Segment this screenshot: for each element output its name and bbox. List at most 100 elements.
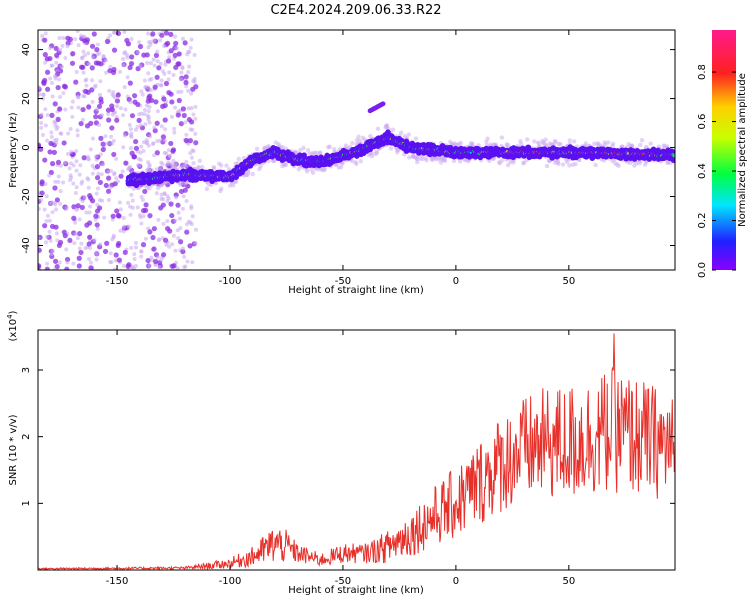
spectrogram-noise-point (128, 212, 133, 217)
colorbar-tick-label: 0.6 (697, 114, 708, 130)
spectrogram-noise-point (133, 263, 138, 268)
spectrogram-noise-point (49, 134, 54, 139)
spectrogram-noise-point (52, 119, 57, 124)
spectrogram-noise-point (145, 61, 150, 66)
spectrogram-y-tick-label: 0 (21, 144, 32, 150)
spectrogram-y-tick-label: -20 (21, 188, 32, 204)
spectrogram-noise-point (57, 260, 62, 265)
spectrogram-noise-point (188, 45, 193, 50)
spectrogram-noise-point (118, 106, 123, 111)
spectrogram-noise-point (87, 234, 93, 240)
spectrogram-noise-point (175, 266, 180, 270)
spectrogram-noise-point (173, 248, 178, 253)
spectrogram-noise-point (105, 188, 112, 194)
spectrogram-noise-point (183, 80, 189, 86)
spectrogram-halo-point (451, 158, 457, 164)
spectrogram-noise-point (186, 88, 191, 93)
spectrogram-noise-point (126, 200, 131, 205)
spectrogram-points (38, 30, 675, 270)
spectrogram-noise-point (172, 52, 178, 58)
colorbar-label: Normalized spectral amplitude (737, 73, 748, 227)
spectrogram-noise-point (129, 245, 134, 250)
spectrogram-noise-point (118, 69, 123, 74)
spectrogram-noise-point (42, 77, 48, 84)
spectrogram-noise-point (69, 105, 74, 110)
spectrogram-noise-point (138, 123, 143, 128)
spectrogram-noise-point (105, 141, 110, 146)
spectrogram-noise-point (110, 69, 117, 76)
spectrogram-halo-point (504, 142, 509, 147)
spectrogram-noise-point (158, 38, 163, 43)
spectrogram-noise-point (160, 103, 166, 110)
spectrogram-noise-point (53, 45, 59, 52)
spectrogram-noise-point (108, 251, 113, 256)
spectrogram-noise-point (118, 228, 123, 233)
spectrogram-halo-point (350, 140, 355, 146)
spectrogram-noise-point (50, 94, 55, 99)
spectrogram-halo-point (375, 126, 381, 131)
spectrogram-noise-point (170, 242, 175, 247)
spectrogram-noise-point (184, 84, 189, 89)
spectrogram-halo-point (525, 137, 530, 142)
spectrogram-noise-point (86, 104, 92, 110)
spectrogram-noise-point (123, 160, 129, 166)
spectrogram-halo-point (648, 141, 653, 146)
spectrogram-noise-point (146, 160, 151, 165)
spectrogram-noise-point (49, 80, 54, 85)
spectrogram-noise-point (49, 112, 55, 118)
spectrogram-noise-point (77, 231, 83, 237)
spectrogram-noise-point (118, 173, 124, 179)
spectrogram-noise-point (38, 85, 41, 90)
spectrogram-noise-point (65, 35, 71, 41)
spectrogram-noise-point (188, 127, 193, 132)
spectrogram-noise-point (143, 108, 148, 113)
spectrogram-noise-point (52, 185, 58, 191)
spectrogram-noise-point (52, 101, 58, 107)
spectrogram-noise-point (133, 138, 139, 145)
spectrogram-noise-point (116, 240, 122, 247)
spectrogram-halo-point (583, 141, 589, 146)
spectrogram-noise-point (152, 84, 158, 90)
spectrogram-noise-point (135, 101, 141, 108)
spectrogram-noise-point (137, 163, 142, 168)
snr-x-ticks: -150 -100 -50 0 50 (106, 330, 575, 587)
spectrogram-noise-point (184, 199, 189, 204)
spectrogram-noise-point (80, 198, 85, 203)
spectrogram-noise-point (100, 146, 106, 153)
spectrogram-noise-point (94, 191, 99, 196)
spectrogram-noise-point (190, 214, 195, 219)
spectrogram-noise-point (141, 148, 146, 153)
spectrogram-noise-point (39, 112, 44, 117)
spectrogram-noise-point (162, 44, 167, 49)
spectrogram-noise-point (122, 133, 127, 138)
spectrogram-halo-point (406, 132, 412, 137)
spectrogram-halo-point (571, 139, 577, 144)
spectrogram-noise-point (172, 126, 177, 131)
spectrogram-halo-point (407, 155, 412, 160)
spectrogram-noise-point (127, 80, 133, 86)
spectrogram-noise-point (74, 159, 79, 164)
spectrogram-noise-point (134, 245, 139, 250)
spectrogram-noise-point (185, 259, 190, 264)
spectrogram-noise-point (163, 80, 170, 87)
spectrogram-noise-point (63, 107, 68, 112)
colorbar-tick-label: 0.8 (697, 64, 708, 80)
spectrogram-noise-point (73, 220, 78, 225)
spectrogram-noise-point (186, 70, 191, 75)
spectrogram-noise-point (113, 252, 119, 258)
spectrogram-noise-point (100, 141, 106, 147)
spectrogram-noise-point (128, 127, 133, 132)
spectrogram-noise-point (53, 74, 58, 79)
spectrogram-noise-point (131, 154, 138, 160)
spectrogram-halo-point (331, 147, 337, 152)
spectrogram-noise-point (125, 41, 132, 47)
spectrogram-noise-point (117, 200, 122, 205)
spectrogram-noise-point (168, 201, 174, 207)
spectrogram-halo-point (146, 168, 151, 173)
spectrogram-noise-point (121, 56, 126, 61)
spectrogram-noise-point (145, 257, 151, 264)
spectrogram-noise-point (38, 236, 41, 241)
spectrogram-halo-point (173, 163, 178, 168)
spectrogram-noise-point (128, 61, 135, 67)
spectrogram-noise-point (39, 197, 44, 202)
